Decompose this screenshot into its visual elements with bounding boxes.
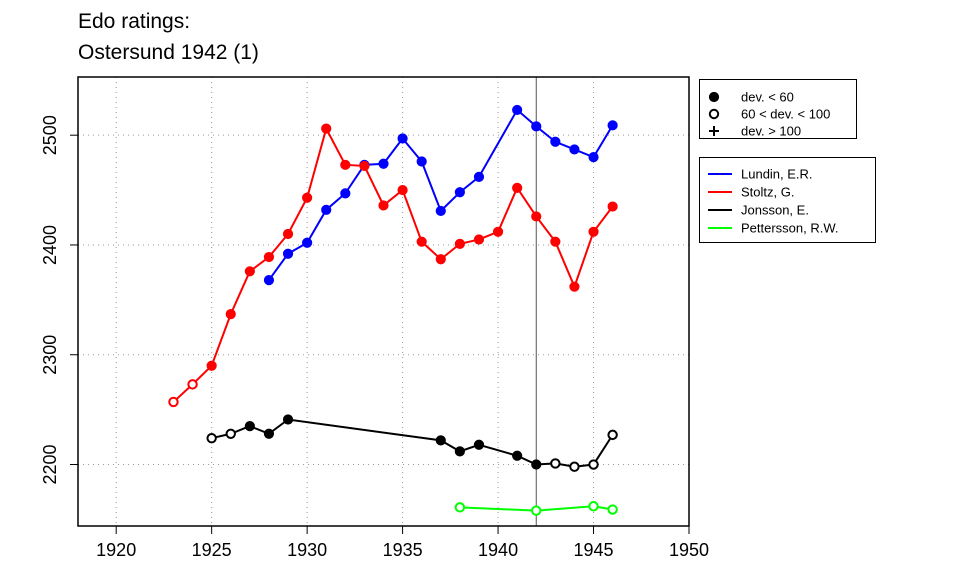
series-legend-label: Jonsson, E.: [741, 203, 809, 218]
series-legend: Lundin, E.R. Stoltz, G. Jonsson, E. Petters…: [699, 157, 876, 243]
data-point: [397, 184, 408, 196]
data-point: [569, 461, 580, 472]
chart-title-line-2: Ostersund 1942 (1): [78, 41, 259, 64]
data-point: [454, 502, 466, 513]
data-point: [531, 505, 542, 516]
data-point: [588, 152, 599, 163]
data-point: [340, 188, 351, 199]
data-point: [359, 160, 370, 172]
data-point: [492, 226, 504, 237]
data-point: [225, 309, 236, 320]
series-legend-label: Lundin, E.R.: [741, 167, 813, 182]
data-point: [302, 237, 313, 248]
data-point: [607, 201, 618, 212]
y-tick-label: 2200: [40, 444, 60, 484]
grid-lines: [78, 77, 690, 526]
data-point: [282, 228, 294, 240]
data-point: [512, 450, 523, 461]
series-pettersson-r-w: [454, 501, 618, 516]
series-stoltz-g: [168, 123, 618, 408]
data-point: [588, 459, 599, 470]
series-legend-label: Pettersson, R.W.: [741, 221, 839, 236]
data-point: [512, 182, 523, 193]
data-point: [321, 123, 332, 134]
x-tick-label: 1925: [192, 540, 232, 560]
data-point: [550, 458, 561, 469]
legend-marker: [708, 91, 720, 103]
data-point: [321, 204, 332, 215]
marker-legend-label: 60 < dev. < 100: [741, 107, 830, 122]
data-point: [340, 159, 351, 170]
data-point: [244, 421, 255, 432]
data-point: [263, 251, 275, 263]
data-point: [473, 439, 485, 450]
data-point: [435, 435, 446, 446]
data-point: [473, 234, 485, 245]
data-point: [550, 136, 561, 147]
series-legend-label: Stoltz, G.: [741, 185, 794, 200]
data-point: [588, 226, 599, 237]
data-point: [206, 432, 217, 444]
data-point: [168, 396, 179, 408]
data-point: [397, 133, 408, 144]
data-point: [263, 428, 275, 439]
x-tick-label: 1920: [96, 540, 136, 560]
data-point: [435, 205, 446, 217]
chart-title-line-1: Edo ratings:: [78, 10, 191, 33]
y-tick-label: 2300: [40, 335, 60, 375]
x-axis: 1920 1925 1930 1935 1940 1945 1950: [96, 525, 709, 560]
data-point: [531, 121, 542, 132]
data-point: [607, 504, 618, 515]
data-point: [607, 429, 618, 441]
marker-legend-label: dev. > 100: [741, 124, 801, 139]
data-point: [531, 459, 542, 470]
marker-legend: dev. < 60 60 < dev. < 100 dev. > 100: [699, 79, 857, 139]
data-point: [225, 428, 236, 439]
data-point: [378, 158, 389, 169]
data-point: [454, 238, 465, 249]
legend-marker: [709, 126, 719, 136]
y-tick-label: 2400: [40, 225, 60, 265]
data-point: [263, 274, 275, 286]
marker-legend-box: [699, 79, 857, 139]
data-point: [282, 248, 294, 259]
x-tick-label: 1945: [574, 540, 614, 560]
data-point: [569, 281, 580, 292]
x-tick-label: 1940: [478, 540, 518, 560]
data-point: [607, 120, 618, 131]
series-jonsson-e: [206, 414, 618, 472]
data-point: [244, 266, 255, 277]
data-point: [454, 446, 465, 457]
x-tick-label: 1950: [669, 540, 709, 560]
legend-marker: [708, 108, 720, 120]
series-group: [168, 104, 618, 516]
data-point: [454, 187, 465, 198]
data-point: [378, 200, 389, 211]
series-line: [172, 125, 614, 403]
data-point: [435, 254, 446, 265]
series-line: [459, 505, 613, 512]
data-point: [416, 156, 427, 167]
x-tick-label: 1935: [383, 540, 423, 560]
data-point: [187, 379, 198, 390]
data-point: [282, 414, 294, 425]
data-point: [569, 144, 580, 155]
x-tick-label: 1930: [287, 540, 327, 560]
data-point: [550, 236, 561, 247]
data-point: [302, 192, 313, 203]
marker-legend-label: dev. < 60: [741, 90, 794, 105]
data-point: [416, 236, 427, 247]
data-point: [512, 104, 523, 116]
data-point: [473, 171, 485, 182]
y-axis: 2200 2300 2400 2500: [40, 115, 79, 485]
y-tick-label: 2500: [40, 115, 60, 155]
data-point: [588, 501, 599, 512]
data-point: [206, 360, 217, 371]
data-point: [531, 211, 542, 222]
